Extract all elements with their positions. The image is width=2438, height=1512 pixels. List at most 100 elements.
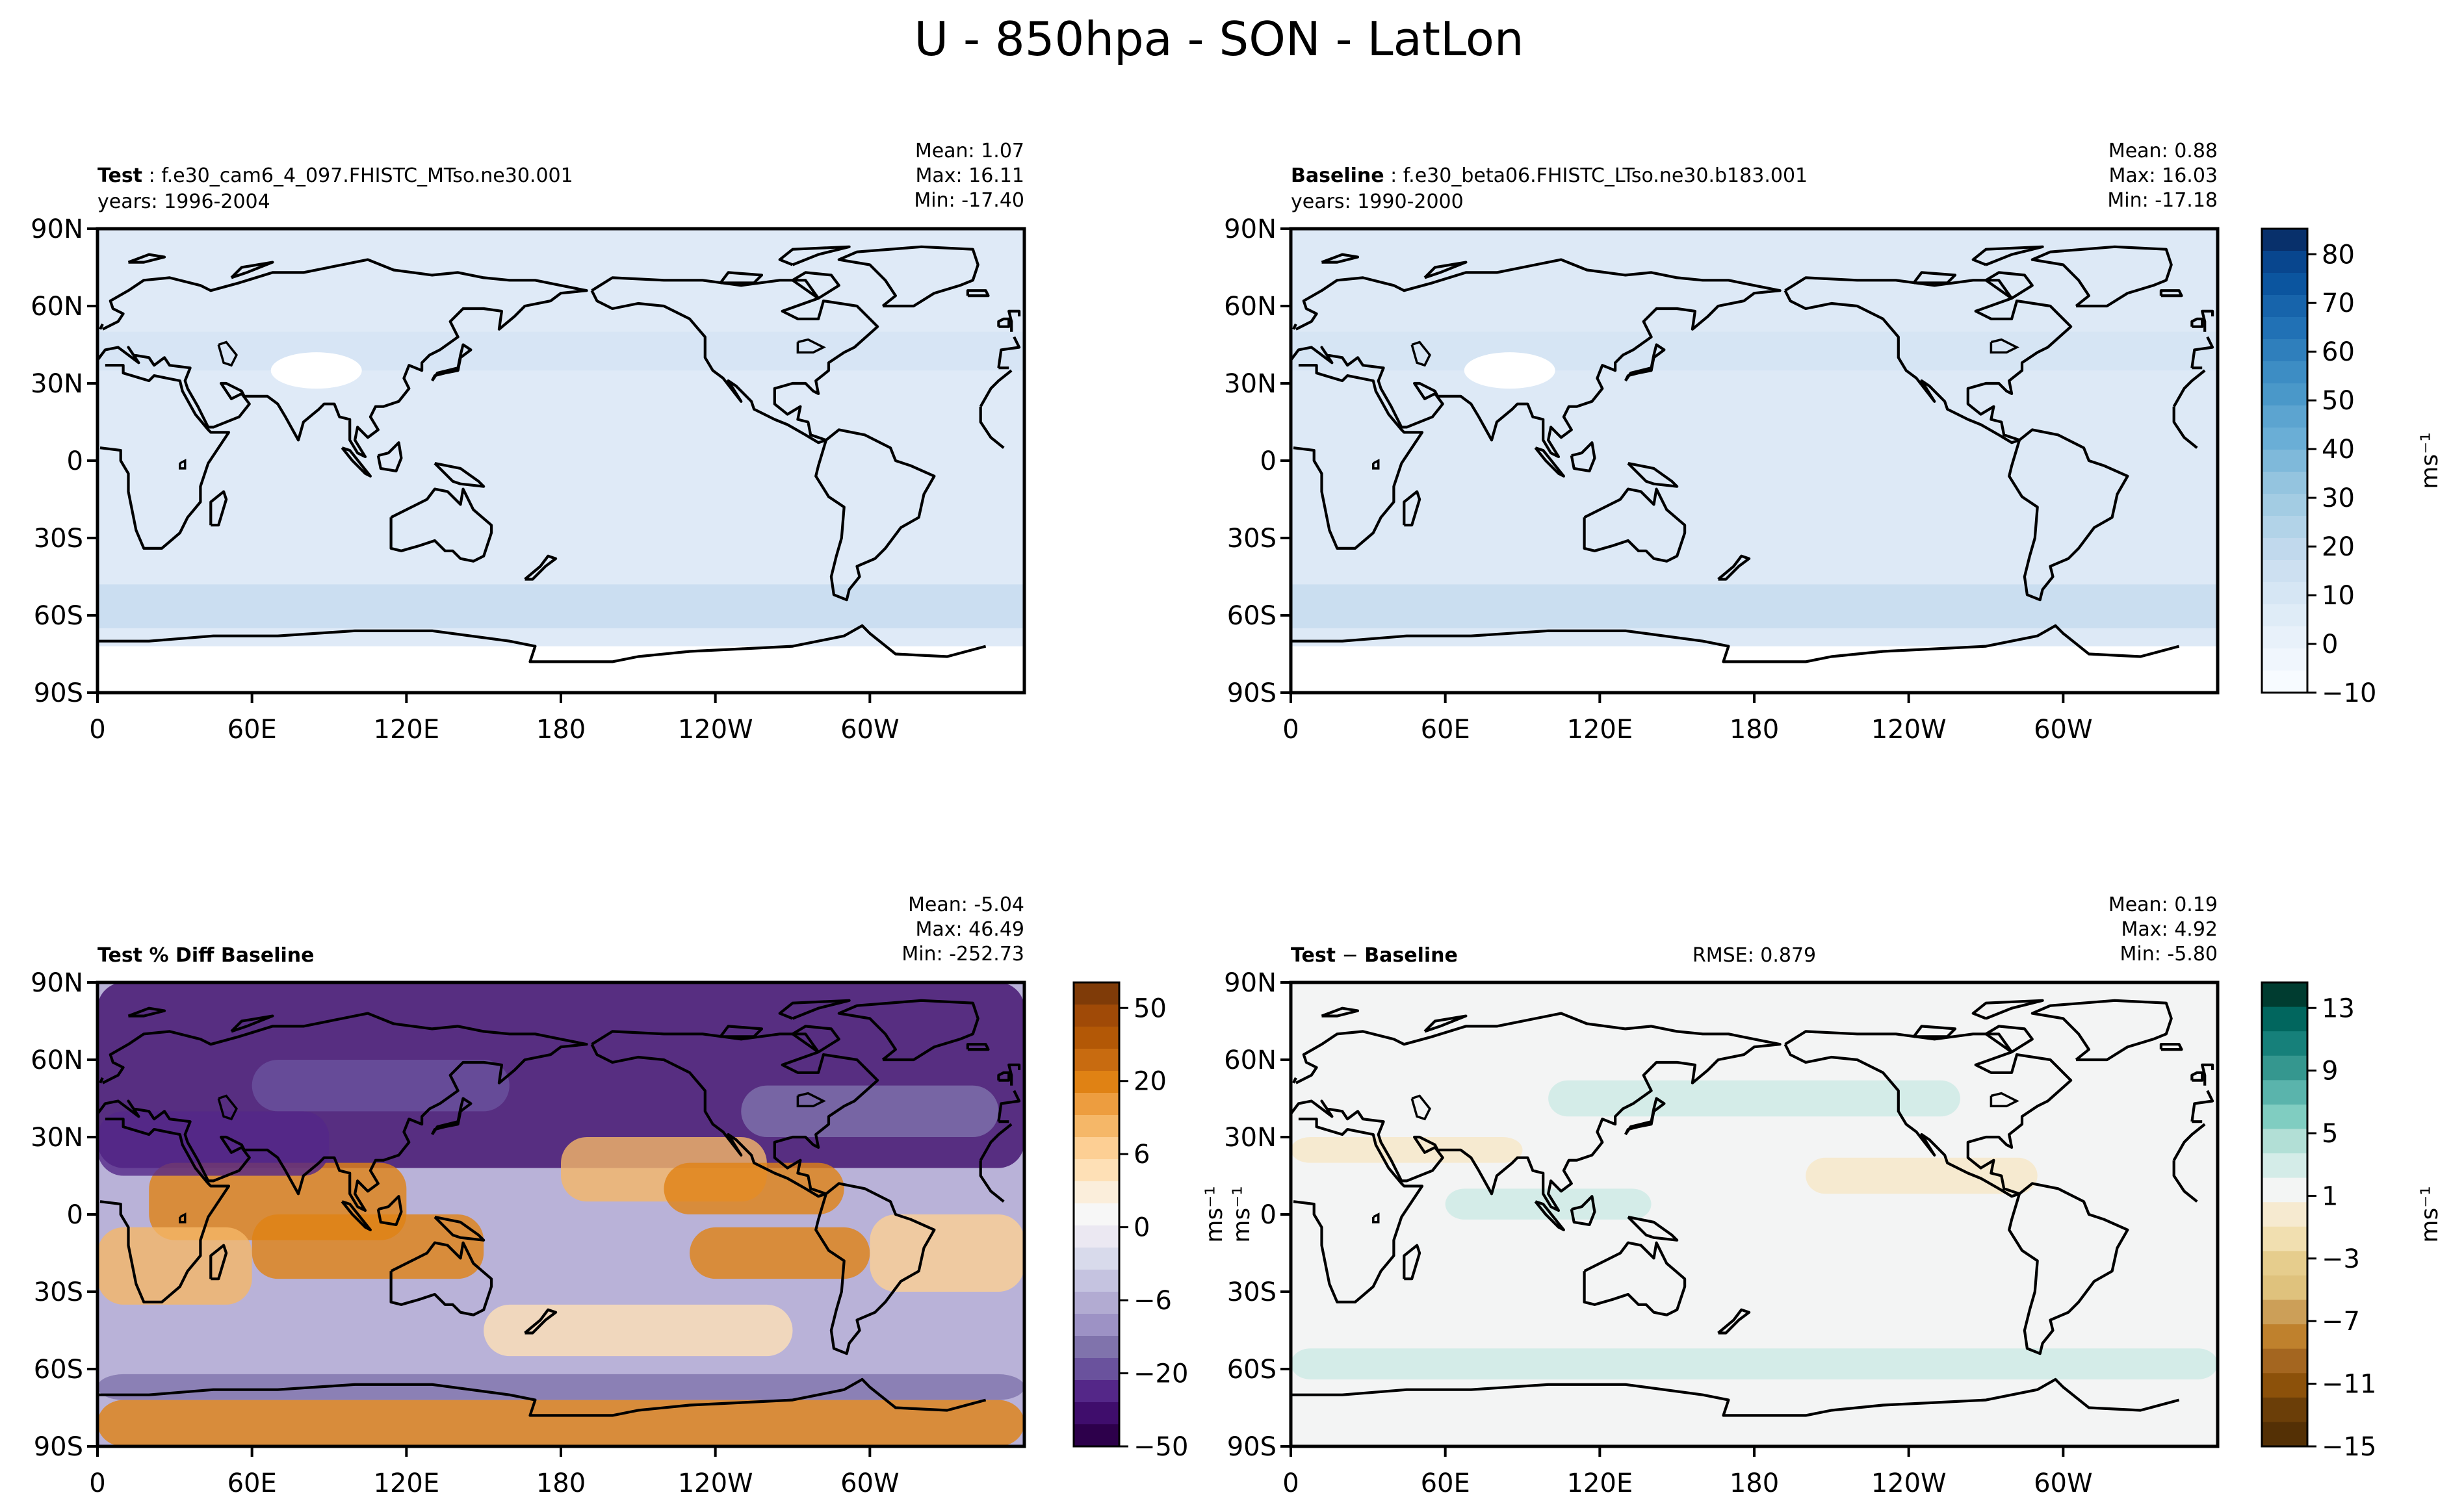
colorbar-band <box>2262 229 2307 251</box>
y-tick-label: 0 <box>67 1200 83 1230</box>
field-patch <box>97 1111 330 1176</box>
coastline <box>1783 1030 2073 1198</box>
coastline <box>778 999 851 1020</box>
coastline <box>2030 245 2173 308</box>
x-tick-label: 60W <box>2034 1468 2092 1498</box>
coastline <box>837 999 979 1062</box>
field-patch <box>484 1304 793 1357</box>
lake-outline <box>1372 1212 1380 1224</box>
colorbar-band <box>2262 295 2307 318</box>
coastline <box>2172 369 2206 407</box>
coastline <box>1007 309 1021 332</box>
colorbar-band <box>2262 405 2307 428</box>
colorbar-tick-label: −11 <box>2322 1370 2376 1400</box>
colorbar-band <box>1074 1137 1119 1160</box>
coastline <box>590 276 879 444</box>
y-tick-label: 60N <box>1224 292 1277 322</box>
colorbar-band <box>1074 1358 1119 1381</box>
coastline <box>127 253 166 264</box>
x-tick-label: 60W <box>840 715 899 745</box>
lake-outline <box>1410 1094 1431 1121</box>
coastline <box>1971 999 2044 1020</box>
coastline <box>837 245 979 308</box>
coastline <box>1007 1063 1021 1086</box>
lake-outline <box>179 1212 187 1224</box>
colorbar-band <box>1074 1248 1119 1270</box>
colorbar-band <box>2262 982 2307 1008</box>
y-tick-label: 30S <box>1227 1277 1277 1307</box>
colorbar-band <box>1074 982 1119 1005</box>
y-axis-unit-label: ms⁻¹ <box>1201 1186 1228 1242</box>
coastline <box>966 1043 990 1051</box>
colorbar-band <box>2262 1153 2307 1179</box>
coastline <box>1321 1006 1360 1018</box>
coastline <box>376 441 403 473</box>
coastline <box>97 258 588 459</box>
x-tick-label: 120W <box>1871 715 1947 745</box>
x-tick-label: 180 <box>1730 715 1779 745</box>
colorbar-band <box>1074 1115 1119 1138</box>
panel-years: years: 1996-2004 <box>97 190 270 213</box>
y-tick-label: 30S <box>34 524 83 554</box>
coastline <box>389 1241 493 1316</box>
x-tick-label: 0 <box>1282 715 1299 745</box>
x-tick-label: 60E <box>1421 1468 1470 1498</box>
colorbar-band <box>1074 1093 1119 1116</box>
panel-title: Test : f.e30_cam6_4_097.FHISTC_MTso.ne30… <box>97 164 573 187</box>
midlat-band <box>97 331 1024 371</box>
lake-outline <box>217 340 238 367</box>
colorbar-band <box>2262 1422 2307 1447</box>
colorbar-band <box>1074 1314 1119 1337</box>
coastline <box>814 428 936 602</box>
colorbar-band <box>2262 1129 2307 1154</box>
x-tick-label: 120W <box>1871 1468 1947 1498</box>
colorbar-tick-label: 20 <box>1134 1067 1167 1097</box>
y-tick-label: 30N <box>31 369 83 399</box>
y-tick-label: 90S <box>34 1432 83 1462</box>
colorbar-band <box>1074 1005 1119 1027</box>
x-tick-label: 60E <box>227 1468 277 1498</box>
coastline <box>2201 309 2214 332</box>
colorbar-band <box>1074 1049 1119 1071</box>
plateau-mask <box>1464 352 1555 389</box>
colorbar-band <box>2262 671 2307 693</box>
stat-line: Max: 16.11 <box>915 164 1024 187</box>
colorbar-band <box>1074 1336 1119 1359</box>
coastline <box>99 1118 231 1304</box>
panel-difference: 0 60E 120E 180 120W 60W 90N 60N 30N 0 30S 60S 90S Tes… <box>1201 893 2438 1498</box>
coastline <box>1291 258 1782 459</box>
coastline <box>2190 1071 2204 1082</box>
coastline <box>376 1195 403 1227</box>
colorbar-band <box>1074 1424 1119 1447</box>
coastline <box>524 554 558 581</box>
y-tick-label: 90N <box>31 214 83 244</box>
coastline <box>1293 364 1424 550</box>
colorbar-tick-label: −20 <box>1134 1359 1188 1389</box>
y-tick-label: 90S <box>1227 1432 1277 1462</box>
colorbar-band <box>2262 450 2307 472</box>
coastline <box>1291 624 2180 693</box>
colorbar-tick-label: 13 <box>2322 993 2355 1023</box>
field-patch <box>870 1214 1024 1292</box>
y-tick-label: 90S <box>1227 678 1277 708</box>
colorbar-label: ms⁻¹ <box>2417 432 2438 489</box>
coastline <box>719 271 764 285</box>
field-patch <box>97 1374 1024 1400</box>
colorbar-band <box>1074 1027 1119 1049</box>
coastline <box>230 261 274 279</box>
x-tick-label: 0 <box>89 715 105 745</box>
colorbar-tick-label: 0 <box>1134 1213 1150 1243</box>
coastline <box>1403 1244 1421 1281</box>
colorbar-tick-label: 10 <box>2322 581 2355 611</box>
coastline <box>341 1200 372 1231</box>
colorbar-tick-label: 50 <box>1134 993 1167 1023</box>
colorbar-band <box>2262 626 2307 649</box>
stat-line: Mean: 1.07 <box>915 140 1024 162</box>
y-tick-label: 30S <box>1227 524 1277 554</box>
stat-line: Max: 4.92 <box>2121 918 2218 941</box>
coastline <box>1984 1025 2034 1053</box>
coastline <box>341 446 372 478</box>
field-patch <box>664 1162 844 1214</box>
stat-line: Mean: -5.04 <box>908 893 1024 916</box>
